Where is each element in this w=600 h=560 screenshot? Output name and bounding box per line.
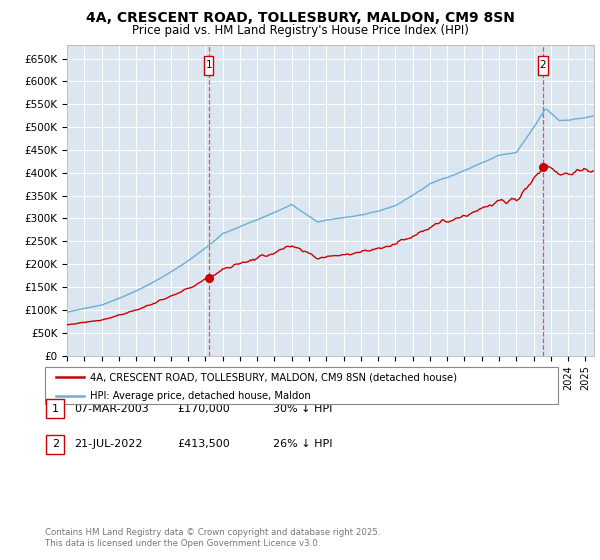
Text: 4A, CRESCENT ROAD, TOLLESBURY, MALDON, CM9 8SN (detached house): 4A, CRESCENT ROAD, TOLLESBURY, MALDON, C…: [90, 372, 457, 382]
Text: 21-JUL-2022: 21-JUL-2022: [74, 439, 142, 449]
Text: 1: 1: [52, 404, 59, 414]
Text: 07-MAR-2003: 07-MAR-2003: [74, 404, 149, 414]
FancyBboxPatch shape: [204, 56, 214, 75]
FancyBboxPatch shape: [538, 56, 548, 75]
Text: Price paid vs. HM Land Registry's House Price Index (HPI): Price paid vs. HM Land Registry's House …: [131, 24, 469, 37]
Text: Contains HM Land Registry data © Crown copyright and database right 2025.
This d: Contains HM Land Registry data © Crown c…: [45, 528, 380, 548]
Text: HPI: Average price, detached house, Maldon: HPI: Average price, detached house, Mald…: [90, 391, 311, 401]
Text: 4A, CRESCENT ROAD, TOLLESBURY, MALDON, CM9 8SN: 4A, CRESCENT ROAD, TOLLESBURY, MALDON, C…: [86, 11, 514, 25]
Text: 30% ↓ HPI: 30% ↓ HPI: [273, 404, 332, 414]
Text: £170,000: £170,000: [177, 404, 230, 414]
Text: £413,500: £413,500: [177, 439, 230, 449]
Text: 1: 1: [205, 60, 212, 71]
Text: 2: 2: [540, 60, 547, 71]
Text: 2: 2: [52, 439, 59, 449]
Text: 26% ↓ HPI: 26% ↓ HPI: [273, 439, 332, 449]
